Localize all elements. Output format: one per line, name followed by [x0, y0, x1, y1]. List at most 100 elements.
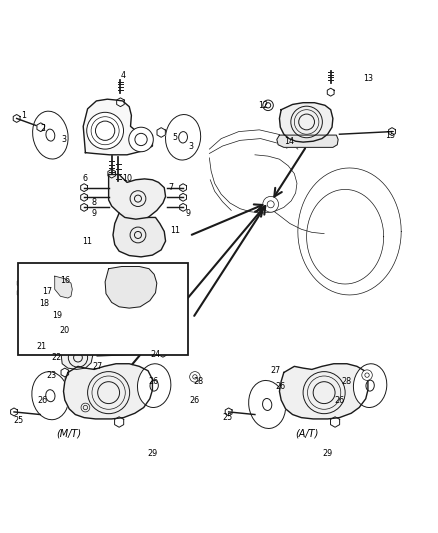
Polygon shape: [13, 115, 20, 123]
Circle shape: [56, 279, 71, 295]
Polygon shape: [180, 193, 187, 201]
Circle shape: [263, 197, 279, 212]
Circle shape: [87, 112, 124, 149]
Text: 16: 16: [60, 276, 70, 285]
Text: 23: 23: [46, 370, 57, 379]
Text: 27: 27: [271, 366, 281, 375]
Polygon shape: [113, 213, 166, 257]
Text: 24: 24: [150, 351, 161, 359]
Text: (A/T): (A/T): [295, 429, 318, 439]
Text: 7: 7: [168, 183, 173, 192]
Polygon shape: [83, 99, 152, 155]
Text: 20: 20: [60, 326, 70, 335]
Text: 15: 15: [385, 131, 395, 140]
Polygon shape: [61, 344, 93, 369]
Text: 12: 12: [258, 101, 268, 110]
Polygon shape: [180, 184, 187, 191]
Text: 14: 14: [284, 137, 294, 146]
Polygon shape: [108, 169, 116, 178]
Text: 9: 9: [186, 209, 191, 219]
Text: 26: 26: [275, 383, 286, 391]
Polygon shape: [81, 204, 88, 211]
Polygon shape: [225, 408, 232, 416]
Polygon shape: [17, 279, 24, 287]
Polygon shape: [55, 276, 72, 298]
Text: 28: 28: [342, 377, 352, 386]
Polygon shape: [24, 297, 31, 305]
Text: 26: 26: [190, 395, 200, 405]
Circle shape: [88, 372, 130, 414]
Text: 25: 25: [13, 416, 24, 425]
Polygon shape: [24, 270, 31, 278]
Text: 22: 22: [52, 353, 62, 362]
Text: 27: 27: [92, 362, 102, 371]
Text: (M/T): (M/T): [57, 429, 82, 439]
Text: 11: 11: [170, 226, 180, 235]
Polygon shape: [115, 417, 124, 427]
Circle shape: [130, 191, 146, 206]
Text: 4: 4: [120, 71, 125, 80]
Ellipse shape: [32, 372, 69, 419]
Circle shape: [63, 306, 91, 334]
Text: 21: 21: [36, 342, 47, 351]
Polygon shape: [327, 88, 334, 96]
Text: 13: 13: [363, 74, 373, 83]
Text: 5: 5: [173, 133, 178, 142]
Polygon shape: [17, 289, 24, 297]
Text: 28: 28: [193, 377, 203, 386]
Polygon shape: [11, 408, 18, 416]
Circle shape: [130, 227, 146, 243]
Polygon shape: [61, 368, 69, 377]
Polygon shape: [117, 98, 124, 107]
Text: 26: 26: [334, 395, 345, 405]
Circle shape: [362, 370, 372, 381]
Text: 1: 1: [21, 111, 27, 120]
Text: 3: 3: [61, 135, 66, 144]
Circle shape: [291, 106, 322, 138]
Ellipse shape: [32, 111, 68, 159]
Circle shape: [81, 403, 90, 412]
Circle shape: [68, 348, 88, 367]
Polygon shape: [159, 349, 166, 357]
Polygon shape: [64, 364, 152, 419]
Polygon shape: [105, 266, 157, 308]
Ellipse shape: [353, 364, 387, 408]
Text: 10: 10: [122, 174, 132, 183]
Polygon shape: [113, 268, 119, 274]
Text: 29: 29: [322, 449, 333, 458]
Circle shape: [46, 339, 59, 351]
Text: 18: 18: [39, 299, 49, 308]
Text: 3: 3: [188, 142, 193, 150]
Polygon shape: [389, 128, 396, 135]
Text: 26: 26: [148, 377, 159, 386]
Text: 2: 2: [40, 124, 46, 133]
Text: 26: 26: [38, 395, 48, 405]
Polygon shape: [180, 204, 187, 211]
Polygon shape: [331, 417, 339, 427]
Circle shape: [129, 127, 153, 152]
Polygon shape: [109, 174, 166, 219]
Text: 25: 25: [223, 413, 233, 422]
Text: 17: 17: [42, 287, 53, 296]
Circle shape: [263, 100, 273, 110]
Circle shape: [303, 372, 345, 414]
Text: 11: 11: [83, 237, 92, 246]
Ellipse shape: [249, 381, 286, 429]
Polygon shape: [81, 193, 88, 201]
Text: 29: 29: [147, 449, 158, 458]
Text: 6: 6: [83, 174, 88, 183]
Polygon shape: [279, 364, 368, 419]
Text: 9: 9: [92, 209, 97, 219]
Polygon shape: [157, 128, 166, 138]
Text: 8: 8: [92, 198, 97, 207]
Ellipse shape: [166, 115, 201, 160]
Polygon shape: [277, 135, 338, 147]
Ellipse shape: [138, 364, 171, 408]
Text: 19: 19: [52, 311, 62, 320]
Polygon shape: [279, 103, 333, 142]
Polygon shape: [37, 123, 45, 132]
Circle shape: [190, 372, 200, 382]
Circle shape: [118, 275, 143, 300]
FancyBboxPatch shape: [18, 263, 188, 355]
Polygon shape: [81, 184, 88, 191]
